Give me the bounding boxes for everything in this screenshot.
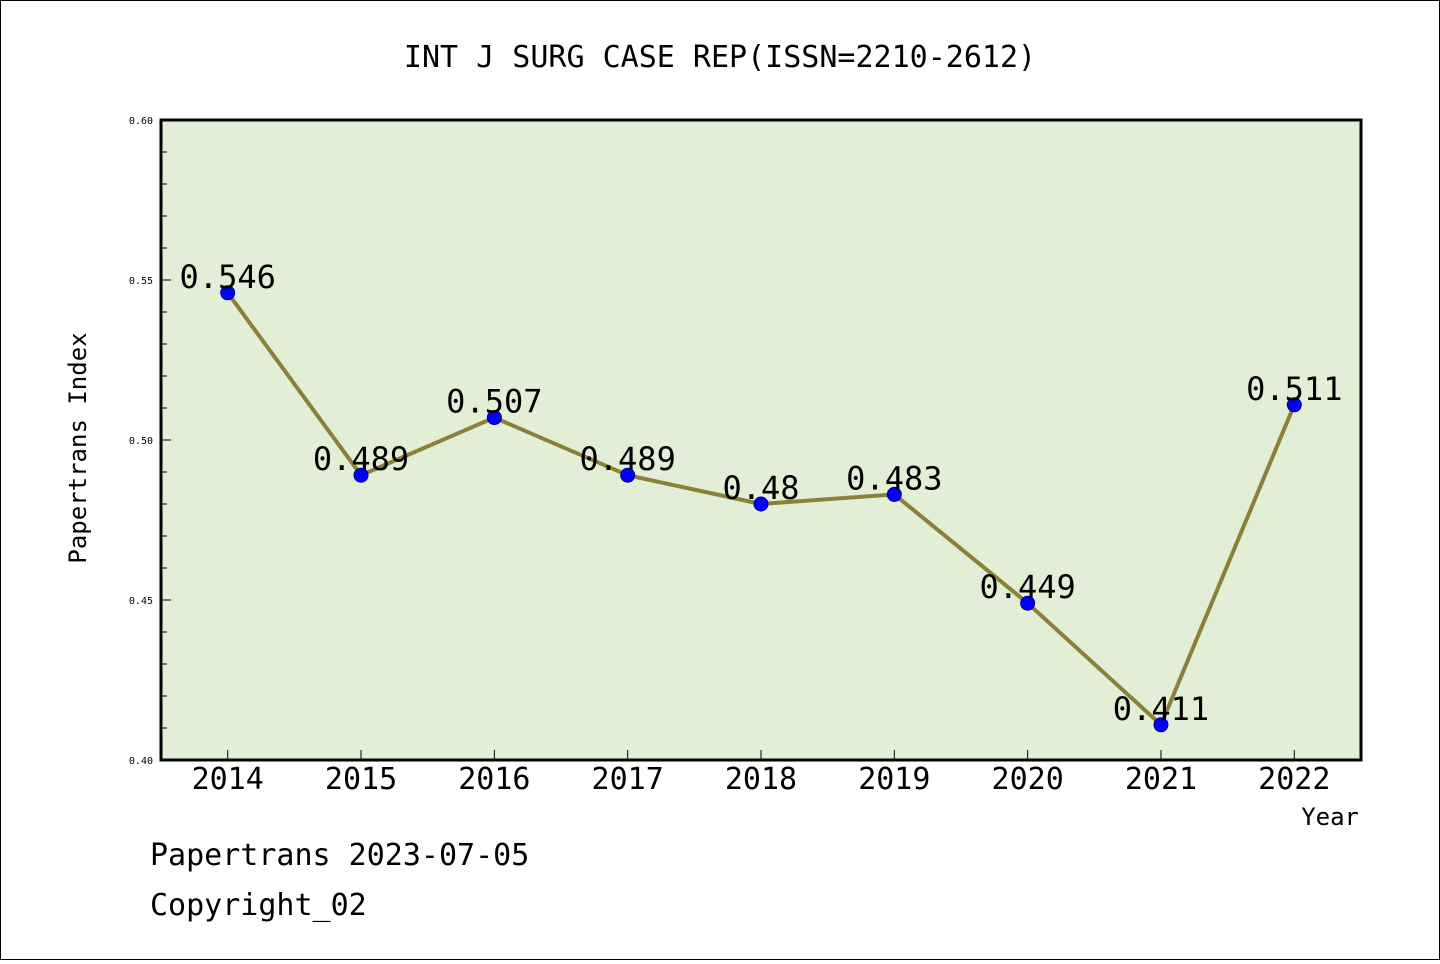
y-axis-label: Papertrans Index — [64, 332, 92, 563]
y-tick-label: 0.50 — [129, 436, 153, 447]
y-tick-label: 0.60 — [129, 116, 153, 127]
x-tick-label: 2016 — [458, 762, 530, 797]
x-tick-label: 2018 — [725, 762, 797, 797]
x-tick-label: 2014 — [192, 762, 264, 797]
data-point-marker — [353, 467, 369, 483]
y-tick-label: 0.55 — [129, 276, 153, 287]
plot-area — [159, 118, 1363, 762]
x-tick-label: 2021 — [1125, 762, 1197, 797]
x-axis-ticks: 2014 2015 2016 2017 2018 2019 2020 2021 2022 — [192, 750, 1330, 797]
data-value-label: 0.449 — [979, 568, 1075, 606]
x-tick-label: 2022 — [1258, 762, 1330, 797]
data-point-marker — [1020, 595, 1036, 611]
data-value-label: 0.411 — [1113, 690, 1209, 728]
data-value-label: 0.507 — [446, 383, 542, 421]
data-value-label: 0.546 — [180, 258, 276, 296]
footer-date-text: Papertrans 2023-07-05 — [150, 838, 529, 873]
data-point-marker — [1153, 717, 1169, 733]
data-labels: 0.546 0.489 0.507 0.489 0.48 0.483 0.449 0.411 0… — [180, 258, 1343, 728]
data-point-marker — [886, 486, 902, 502]
y-tick-label: 0.45 — [129, 596, 153, 607]
x-tick-label: 2020 — [992, 762, 1064, 797]
data-point-marker — [1286, 397, 1302, 413]
data-value-label: 0.489 — [580, 440, 676, 478]
x-tick-label: 2017 — [592, 762, 664, 797]
y-tick-label: 0.40 — [129, 756, 153, 767]
x-tick-label: 2019 — [858, 762, 930, 797]
data-markers — [220, 285, 1302, 733]
data-value-label: 0.511 — [1246, 370, 1342, 408]
x-axis-label: Year — [1301, 803, 1359, 831]
data-value-label: 0.48 — [722, 469, 799, 507]
y-axis-ticks: 0.40 0.45 0.50 0.55 0.60 — [129, 116, 171, 767]
chart-title: INT J SURG CASE REP(ISSN=2210-2612) — [404, 40, 1036, 75]
data-point-marker — [220, 285, 236, 301]
data-point-marker — [486, 410, 502, 426]
data-point-marker — [753, 496, 769, 512]
data-point-marker — [620, 467, 636, 483]
x-tick-label: 2015 — [325, 762, 397, 797]
data-value-label: 0.483 — [846, 459, 942, 497]
data-value-label: 0.489 — [313, 440, 409, 478]
footer-copyright-text: Copyright_02 — [150, 888, 367, 923]
